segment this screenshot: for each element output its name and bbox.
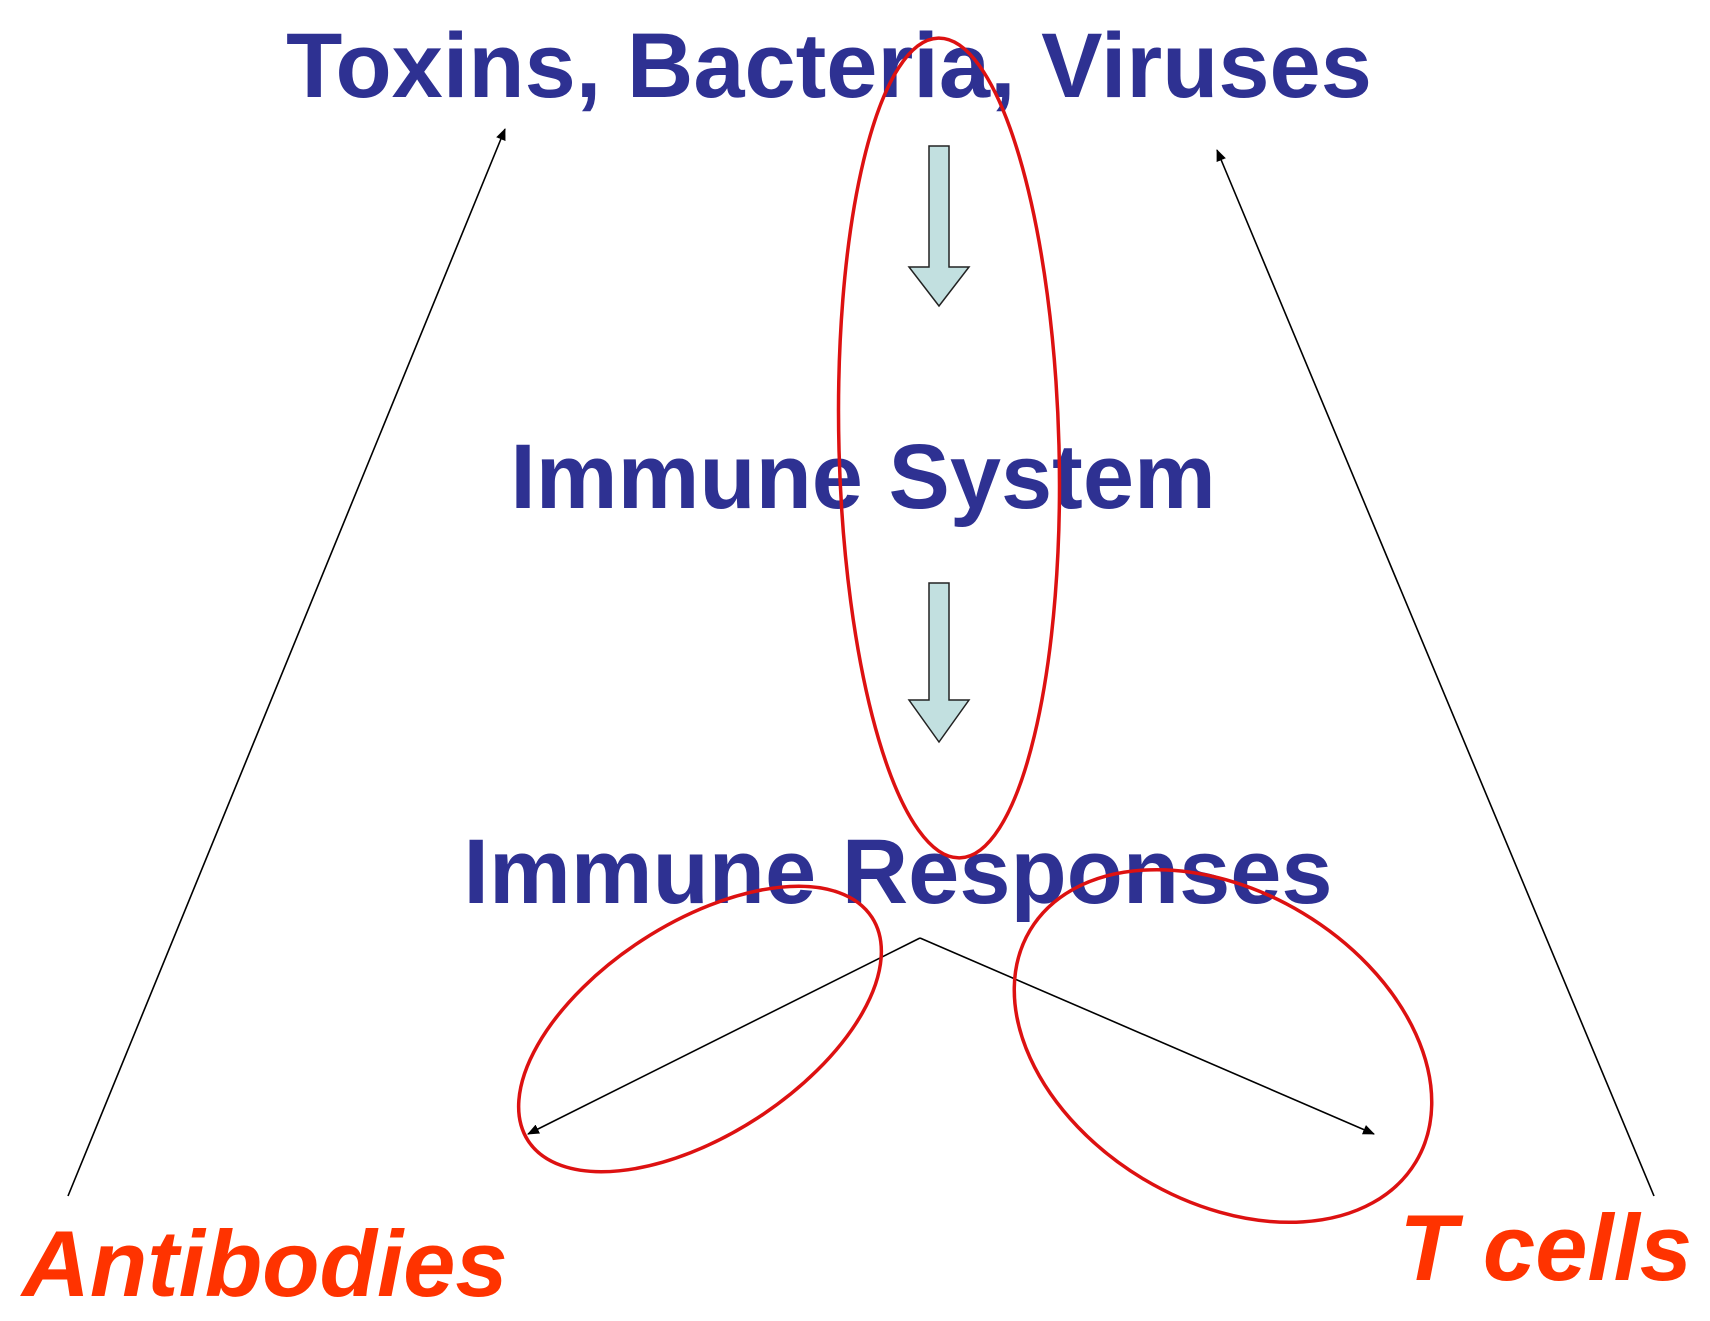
flow-arrow-down-1 xyxy=(907,145,971,308)
branch-left-arrow xyxy=(527,937,921,1135)
t-cells-feedback-arrow xyxy=(1216,149,1655,1197)
antibodies-label: Antibodies xyxy=(20,1211,508,1316)
branch-right-arrow xyxy=(919,937,1375,1135)
flow-arrow-down-2 xyxy=(907,582,971,744)
highlight-ellipse-left xyxy=(516,884,884,1174)
immune-responses-label: Immune Responses xyxy=(463,821,1332,923)
highlight-ellipse-right xyxy=(1012,867,1434,1225)
highlight-ellipse-vertical xyxy=(836,36,1062,860)
pathogens-label: Toxins, Bacteria, Viruses xyxy=(286,15,1372,117)
antibodies-feedback-arrow xyxy=(67,128,506,1197)
immune-system-label: Immune System xyxy=(510,426,1216,528)
t-cells-label: T cells xyxy=(1399,1195,1692,1300)
